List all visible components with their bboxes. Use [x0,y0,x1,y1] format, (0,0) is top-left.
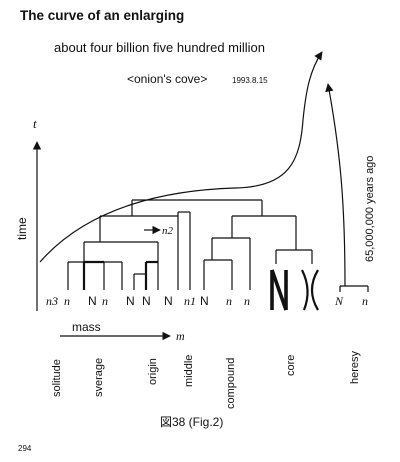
n2-label: n2 [162,225,174,237]
category-labels: solitude sverage origin middle compound … [51,350,361,409]
leaf-N: N [126,294,135,308]
leaf-n: n [244,294,250,308]
heresy-curve [325,83,346,287]
leaf-labels: n3 n N n N N N n1 N n n N n [46,294,368,308]
leaf-N: N [88,294,97,308]
leaf-n: n [64,294,70,308]
category-middle: middle [183,355,195,387]
category-compound: compound [225,358,237,409]
title: The curve of an enlarging [20,8,184,23]
enlarging-curve [39,51,323,263]
leaf-n1: n1 [184,294,196,308]
core-large-X [301,269,319,311]
time-label: time [15,217,29,240]
date: 1993.8.15 [232,76,268,85]
leaf-N: N [164,294,173,308]
mass-label: mass [72,320,101,334]
tree-branches [67,199,369,292]
category-heresy: heresy [349,350,361,384]
m-symbol: m [176,329,185,343]
figure-caption: 図38 (Fig.2) [160,415,223,429]
page-number: 294 [18,444,32,453]
leaf-N-heresy: N [334,294,344,308]
category-solitude: solitude [51,359,63,397]
leaf-N: N [142,294,151,308]
leaf-n: n [226,294,232,308]
category-origin: origin [147,358,159,385]
leaf-n3: n3 [46,294,58,308]
years-ago-label: 65,000,000 years ago [364,156,376,262]
leaf-n-heresy: n [362,294,368,308]
category-sverage: sverage [93,358,105,397]
t-symbol: t [33,116,37,131]
subtitle: about four billion five hundred million [54,40,265,55]
leaf-n: n [102,294,108,308]
core-large-N [270,269,288,311]
caption: <onion's cove> [127,72,207,86]
leaf-N: N [200,294,209,308]
category-core: core [285,355,297,376]
